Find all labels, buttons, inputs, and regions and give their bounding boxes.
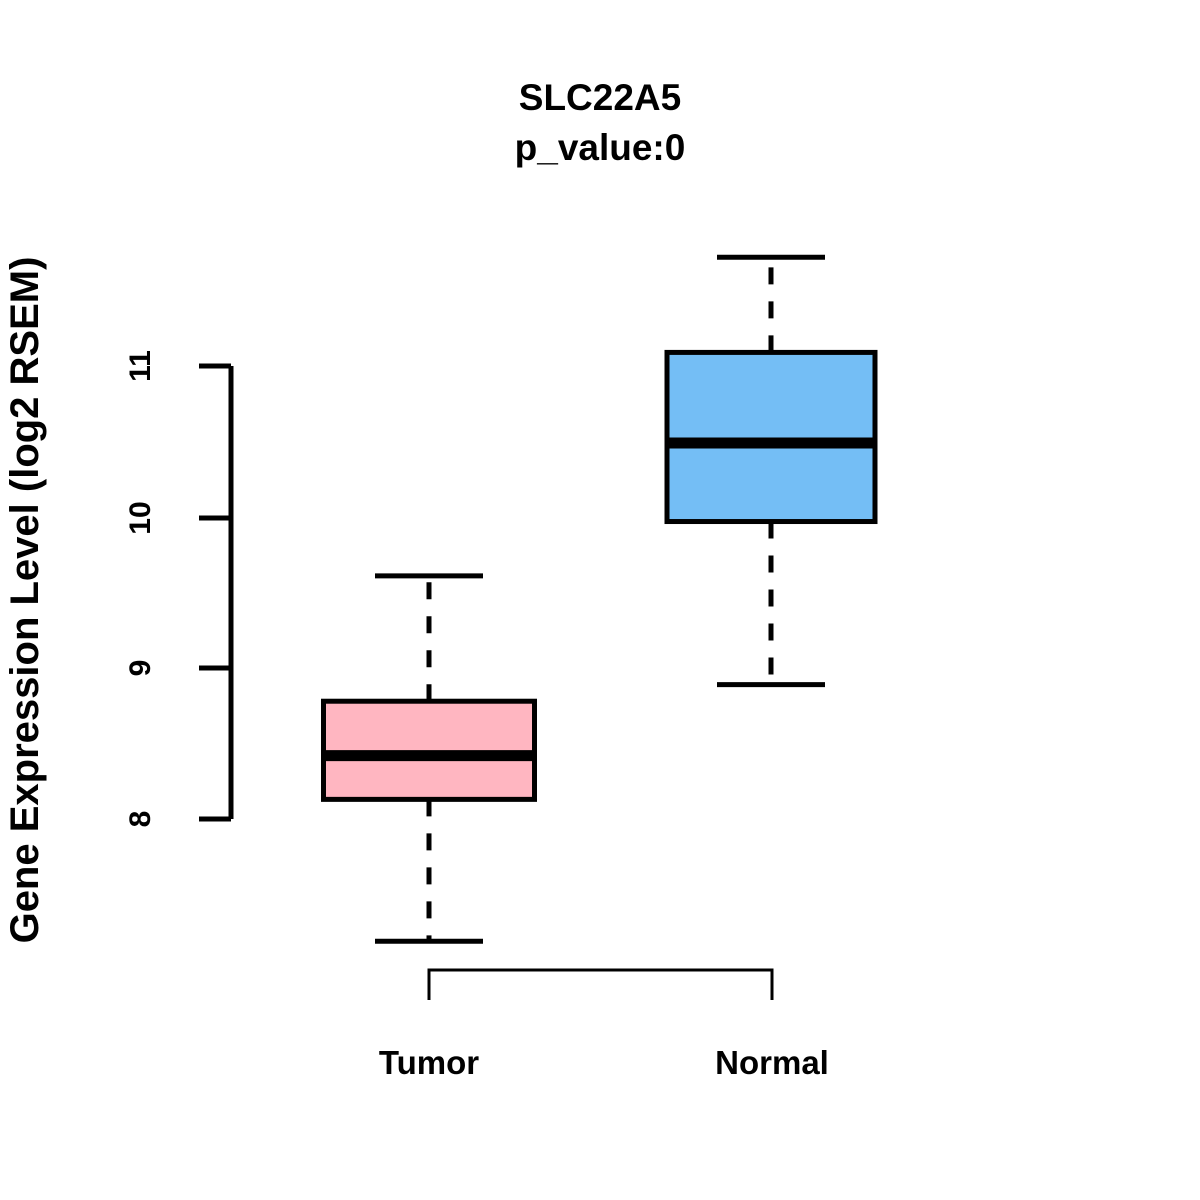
box-group-tumor[interactable]: [321, 573, 537, 944]
box-group-normal[interactable]: [664, 254, 878, 688]
x-axis-tick-label-normal: Normal: [715, 1044, 829, 1081]
x-axis-tick-label-tumor: Tumor: [379, 1044, 479, 1081]
x-axis-bracket: [427, 968, 774, 1000]
y-axis-tick-label-10: 10: [124, 501, 157, 534]
iqr-box-normal[interactable]: [664, 349, 878, 525]
y-axis: 11 10 9 8: [124, 350, 234, 828]
y-axis-tick-label-8: 8: [124, 811, 157, 828]
chart-title: SLC22A5: [519, 77, 681, 118]
y-axis-label: Gene Expression Level (log2 RSEM): [3, 257, 47, 944]
y-axis-tick-label-9: 9: [124, 660, 157, 677]
y-axis-tick-label-11: 11: [124, 350, 157, 382]
x-axis: Tumor Normal: [379, 968, 829, 1081]
chart-subtitle-pvalue: p_value:0: [515, 127, 686, 168]
